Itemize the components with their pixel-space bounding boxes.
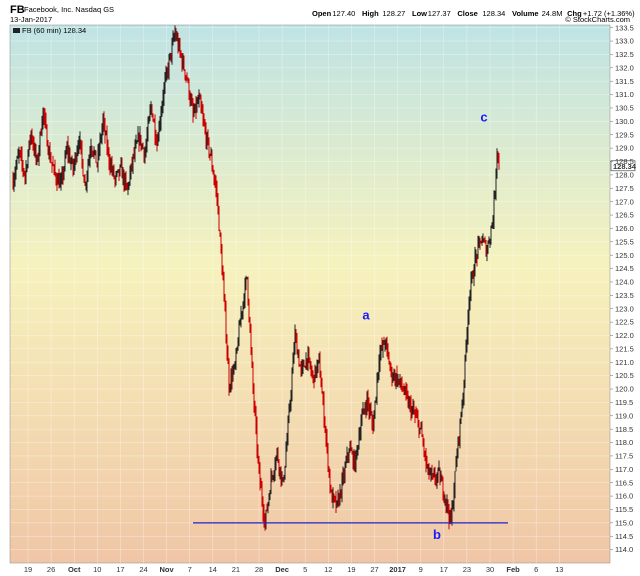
- y-tick-label: 130.0: [615, 117, 634, 126]
- x-tick-label: 28: [255, 565, 263, 574]
- y-tick-label: 121.0: [615, 358, 634, 367]
- y-tick-label: 124.0: [615, 278, 634, 287]
- y-tick-label: 118.5: [615, 425, 633, 434]
- y-tick-label: 133.5: [615, 23, 634, 32]
- wave-label: c: [480, 109, 487, 124]
- y-tick-label: 132.5: [615, 50, 634, 59]
- plot-background: [9, 24, 611, 564]
- y-tick-label: 127.0: [615, 197, 634, 206]
- ohlc-value: 24.8M: [542, 9, 563, 18]
- ohlc-label: Open: [312, 9, 332, 18]
- x-tick-label: 2017: [389, 565, 406, 574]
- x-tick-label: Oct: [68, 565, 81, 574]
- wave-label: b: [433, 527, 441, 542]
- y-tick-label: 129.5: [615, 130, 634, 139]
- ohlc-label: Volume: [512, 9, 539, 18]
- y-tick-label: 115.5: [615, 505, 633, 514]
- y-tick-label: 129.0: [615, 144, 634, 153]
- x-tick-label: 30: [486, 565, 494, 574]
- y-tick-label: 116.0: [615, 492, 633, 501]
- x-tick-label: 17: [116, 565, 124, 574]
- x-tick-label: 19: [24, 565, 32, 574]
- x-tick-label: 24: [139, 565, 147, 574]
- ohlc-readout: Open 127.40 High 128.27 Low 127.37 Close 128.34…: [312, 9, 635, 18]
- ohlc-value: 128.27: [382, 9, 405, 18]
- ohlc-value: 128.34: [482, 9, 505, 18]
- ohlc-label: Close: [457, 9, 477, 18]
- x-tick-label: 14: [209, 565, 217, 574]
- ohlc-value: +1.72 (+1.36%): [583, 9, 635, 18]
- y-tick-label: 133.0: [615, 37, 634, 46]
- y-tick-label: 125.5: [615, 237, 634, 246]
- y-tick-label: 125.0: [615, 251, 634, 260]
- y-tick-label: 131.5: [615, 77, 634, 86]
- ohlc-bars: [12, 25, 500, 531]
- ohlc-label: High: [362, 9, 379, 18]
- last-price-label: 128.34: [613, 162, 637, 171]
- x-tick-label: 6: [534, 565, 538, 574]
- symbol-label: FB: [10, 4, 25, 16]
- x-axis: 19 26 Oct 10 17 24 Nov 7 14 21 28 Dec 5 12 19 27 2017 9 17…: [24, 565, 564, 574]
- ohlc-value: 127.37: [428, 9, 451, 18]
- x-tick-label: 27: [370, 565, 378, 574]
- y-tick-label: 121.5: [615, 344, 634, 353]
- y-tick-label: 117.0: [615, 465, 633, 474]
- y-tick-label: 117.5: [615, 452, 633, 461]
- y-tick-label: 122.0: [615, 331, 634, 340]
- company-label: Facebook, Inc. Nasdaq GS: [24, 5, 114, 14]
- x-tick-label: 21: [232, 565, 240, 574]
- x-tick-label: 12: [324, 565, 332, 574]
- y-tick-label: 128.5: [615, 157, 634, 166]
- y-tick-label: 126.5: [615, 211, 634, 220]
- y-tick-label: 115.0: [615, 518, 633, 527]
- watermark-label: © StockCharts.com: [565, 15, 630, 24]
- x-tick-label: 5: [303, 565, 307, 574]
- legend-swatch: [13, 28, 20, 33]
- x-tick-label: 10: [93, 565, 101, 574]
- grid-layer: [10, 25, 610, 563]
- x-tick-label: Dec: [275, 565, 289, 574]
- wave-label: a: [362, 307, 370, 322]
- y-tick-label: 118.0: [615, 438, 633, 447]
- last-price-box: [610, 160, 636, 172]
- legend-label: FB (60 min) 128.34: [22, 26, 86, 35]
- y-tick-label: 119.5: [615, 398, 633, 407]
- y-tick-label: 123.0: [615, 304, 634, 313]
- y-tick-label: 131.0: [615, 90, 634, 99]
- y-tick-label: 122.5: [615, 318, 634, 327]
- y-tick-label: 120.0: [615, 385, 634, 394]
- ohlc-label: Low: [412, 9, 427, 18]
- y-axis: 114.0 114.5 115.0 115.5 116.0 116.5 117.0 117.5…: [610, 23, 634, 554]
- y-tick-label: 126.0: [615, 224, 634, 233]
- x-tick-label: 26: [47, 565, 55, 574]
- x-tick-label: 17: [440, 565, 448, 574]
- x-tick-label: 13: [555, 565, 563, 574]
- y-tick-label: 114.0: [615, 545, 633, 554]
- ohlc-value: 127.40: [332, 9, 355, 18]
- y-tick-label: 114.5: [615, 532, 633, 541]
- date-label: 13-Jan-2017: [10, 15, 52, 24]
- y-tick-label: 127.5: [615, 184, 634, 193]
- x-tick-label: Feb: [506, 565, 520, 574]
- y-tick-label: 124.5: [615, 264, 634, 273]
- y-tick-label: 123.5: [615, 291, 634, 300]
- y-tick-label: 120.5: [615, 371, 634, 380]
- y-tick-label: 128.0: [615, 170, 634, 179]
- y-tick-label: 119.0: [615, 411, 633, 420]
- x-tick-label: 9: [419, 565, 423, 574]
- x-tick-label: Nov: [160, 565, 175, 574]
- x-tick-label: 23: [463, 565, 471, 574]
- x-tick-label: 7: [188, 565, 192, 574]
- y-tick-label: 132.0: [615, 63, 634, 72]
- y-tick-label: 116.5: [615, 478, 633, 487]
- annotation-layer: a b c 128.34: [193, 109, 637, 542]
- ohlc-label: Chg: [567, 9, 582, 18]
- x-tick-label: 19: [347, 565, 355, 574]
- y-tick-label: 130.5: [615, 104, 634, 113]
